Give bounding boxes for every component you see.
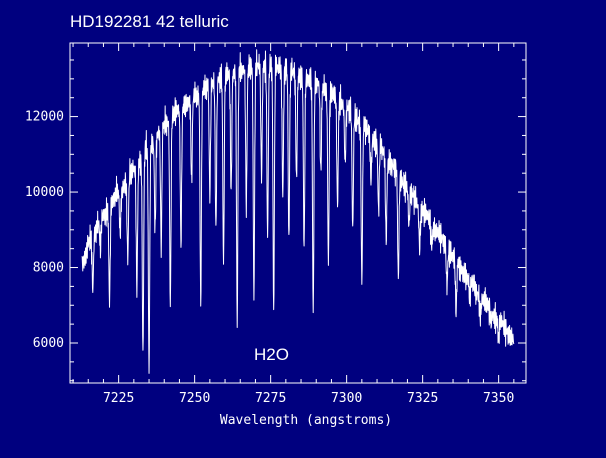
plot-frame xyxy=(69,42,527,384)
y-tick-label: 6000 xyxy=(33,336,64,351)
spectrum-series-line xyxy=(81,49,515,374)
axis-ticks xyxy=(70,43,526,383)
y-tick-label: 8000 xyxy=(33,261,64,276)
x-tick-label: 7225 xyxy=(103,391,134,406)
y-tick-label: 10000 xyxy=(25,185,64,200)
x-tick-label: 7250 xyxy=(179,391,210,406)
x-tick-label: 7300 xyxy=(331,391,362,406)
chart-title: HD192281 42 telluric xyxy=(70,12,229,31)
h2o-annotation: H2O xyxy=(254,345,289,364)
x-axis-label: Wavelength (angstroms) xyxy=(220,413,392,428)
axis-tick-labels: 7225 7250 7275 7300 7325 7350 6000 8000 10000 120… xyxy=(25,110,514,406)
x-tick-label: 7275 xyxy=(255,391,286,406)
x-tick-label: 7325 xyxy=(407,391,438,406)
x-tick-label: 7350 xyxy=(483,391,514,406)
y-tick-label: 12000 xyxy=(25,110,64,125)
